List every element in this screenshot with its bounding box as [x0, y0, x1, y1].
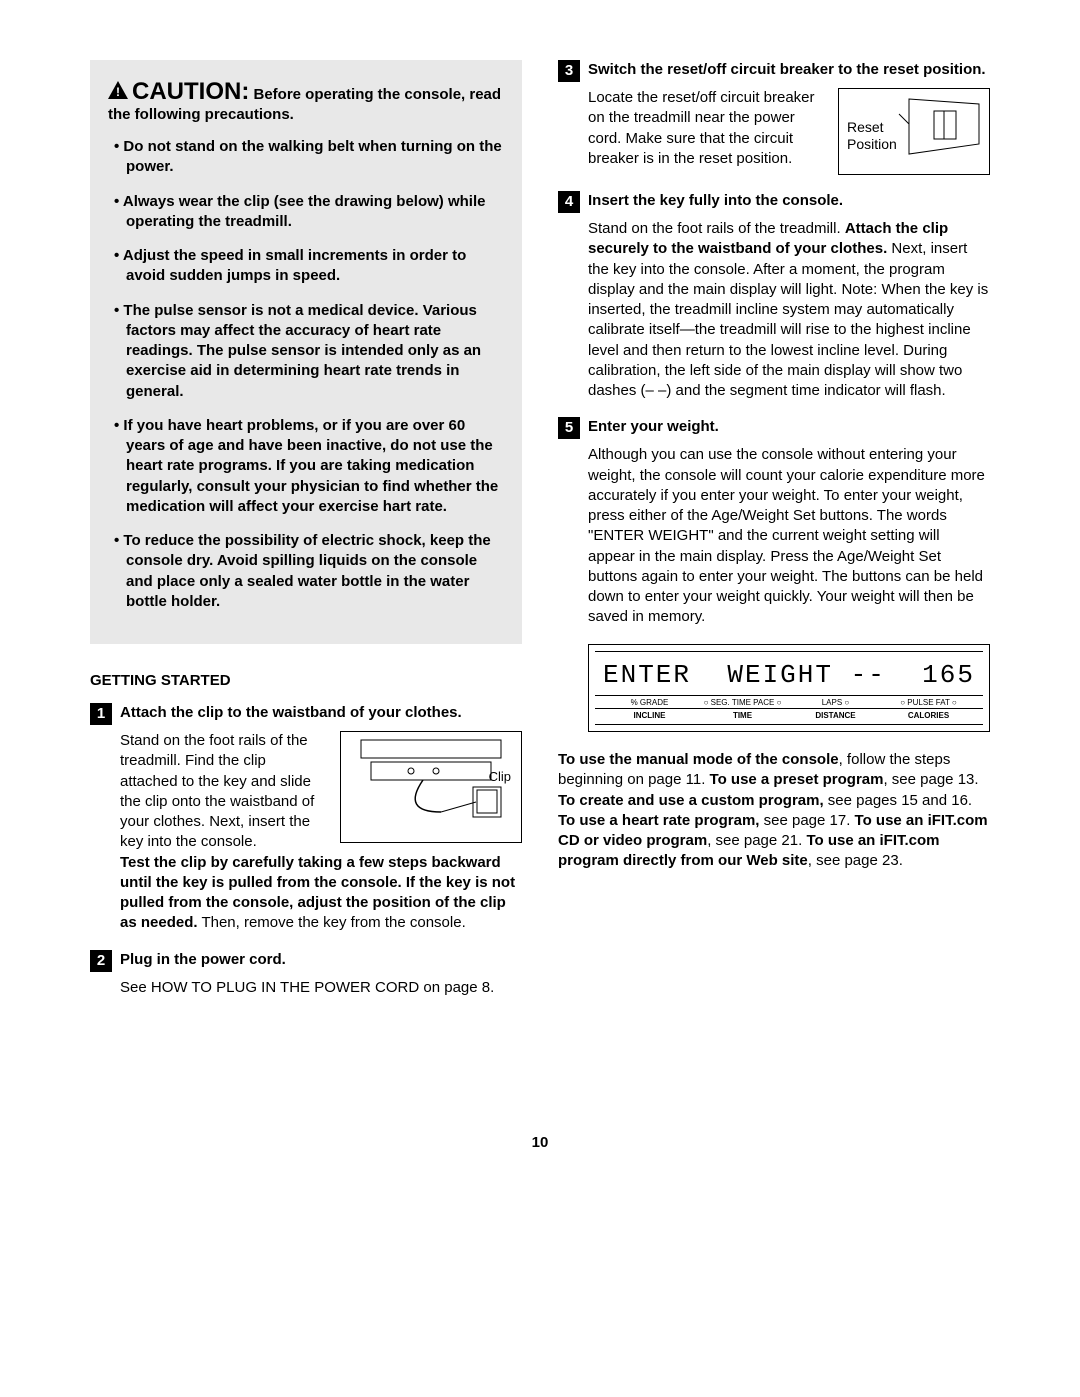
- step-2-header: 2 Plug in the power cord.: [90, 950, 522, 972]
- page: ! CAUTION: Before operating the console,…: [0, 0, 1080, 1054]
- step-title: Enter your weight.: [588, 417, 719, 437]
- step-1-text-a: Stand on the foot rails of the treadmill…: [120, 731, 326, 853]
- step-4-body: Stand on the foot rails of the treadmill…: [588, 219, 990, 401]
- disp-label: TIME: [696, 711, 789, 722]
- getting-started-heading: GETTING STARTED: [90, 672, 522, 689]
- reset-figure: Reset Position: [838, 88, 990, 175]
- caution-word: CAUTION:: [132, 78, 249, 105]
- footer-a: To use the manual mode of the console: [558, 751, 839, 768]
- step-1-text-c: Then, remove the key from the console.: [198, 914, 466, 931]
- caution-item: Do not stand on the walking belt when tu…: [114, 137, 504, 178]
- footer-e: To create and use a custom program,: [558, 792, 824, 809]
- step-4-text-c: Next, insert the key into the console. A…: [588, 240, 988, 399]
- disp-label: LAPS ○: [789, 698, 882, 709]
- disp-label: ○ SEG. TIME PACE ○: [696, 698, 789, 709]
- step-1-header: 1 Attach the clip to the waistband of yo…: [90, 703, 522, 725]
- step-title: Attach the clip to the waistband of your…: [120, 703, 462, 723]
- footer-c: To use a preset program: [710, 771, 884, 788]
- caution-list: Do not stand on the walking belt when tu…: [114, 137, 504, 612]
- display-figure-wrap: ENTER WEIGHT -- 165 % GRADE ○ SEG. TIME …: [588, 644, 990, 733]
- step-5-header: 5 Enter your weight.: [558, 417, 990, 439]
- step-number: 1: [90, 703, 112, 725]
- caution-item: If you have heart problems, or if you ar…: [114, 416, 504, 517]
- clip-figure: Clip: [340, 731, 522, 843]
- footer-g: To use a heart rate program,: [558, 812, 759, 829]
- disp-label: % GRADE: [603, 698, 696, 709]
- step-number: 2: [90, 950, 112, 972]
- display-row-top: % GRADE ○ SEG. TIME PACE ○ LAPS ○ ○ PULS…: [595, 696, 983, 709]
- caution-item: The pulse sensor is not a medical device…: [114, 301, 504, 402]
- svg-text:!: !: [116, 85, 120, 99]
- step-2-body: See HOW TO PLUG IN THE POWER CORD on pag…: [120, 978, 522, 998]
- display-row-bot: INCLINE TIME DISTANCE CALORIES: [595, 708, 983, 724]
- reset-label: Reset Position: [847, 119, 897, 153]
- step-title: Switch the reset/off circuit breaker to …: [588, 60, 986, 80]
- page-number: 10: [0, 1134, 1080, 1151]
- footer-paragraph: To use the manual mode of the console, f…: [558, 750, 990, 872]
- step-title: Insert the key fully into the console.: [588, 191, 843, 211]
- step-4-header: 4 Insert the key fully into the console.: [558, 191, 990, 213]
- footer-d: , see page 13.: [883, 771, 978, 788]
- caution-item: Always wear the clip (see the drawing be…: [114, 192, 504, 233]
- caution-item: Adjust the speed in small increments in …: [114, 246, 504, 287]
- step-4-text-a: Stand on the foot rails of the treadmill…: [588, 220, 845, 237]
- display-main-left: ENTER: [603, 658, 691, 693]
- footer-f: see pages 15 and 16.: [824, 792, 972, 809]
- disp-label: ○ PULSE FAT ○: [882, 698, 975, 709]
- footer-h: see page 17.: [759, 812, 854, 829]
- display-figure: ENTER WEIGHT -- 165 % GRADE ○ SEG. TIME …: [588, 644, 990, 733]
- display-main-mid: WEIGHT --: [727, 658, 885, 693]
- step-5-body: Although you can use the console without…: [588, 445, 990, 627]
- clip-label: Clip: [489, 768, 511, 786]
- disp-label: CALORIES: [882, 711, 975, 722]
- footer-j: , see page 21.: [707, 832, 806, 849]
- caution-box: ! CAUTION: Before operating the console,…: [90, 60, 522, 644]
- step-3-header: 3 Switch the reset/off circuit breaker t…: [558, 60, 990, 82]
- display-main-right: 165: [922, 658, 975, 693]
- footer-l: , see page 23.: [808, 852, 903, 869]
- step-number: 5: [558, 417, 580, 439]
- step-3-body: Locate the reset/off circuit breaker on …: [588, 88, 990, 175]
- disp-label: DISTANCE: [789, 711, 882, 722]
- disp-label: INCLINE: [603, 711, 696, 722]
- step-title: Plug in the power cord.: [120, 950, 286, 970]
- caution-item: To reduce the possibility of electric sh…: [114, 531, 504, 612]
- warning-icon: !: [108, 81, 128, 103]
- step-number: 3: [558, 60, 580, 82]
- step-number: 4: [558, 191, 580, 213]
- display-main-line: ENTER WEIGHT -- 165: [595, 656, 983, 696]
- step-1-body: Stand on the foot rails of the treadmill…: [120, 731, 522, 934]
- right-column: 3 Switch the reset/off circuit breaker t…: [558, 60, 990, 1014]
- caution-heading: ! CAUTION: Before operating the console,…: [108, 78, 504, 123]
- step-3-text: Locate the reset/off circuit breaker on …: [588, 88, 824, 169]
- left-column: ! CAUTION: Before operating the console,…: [90, 60, 522, 1014]
